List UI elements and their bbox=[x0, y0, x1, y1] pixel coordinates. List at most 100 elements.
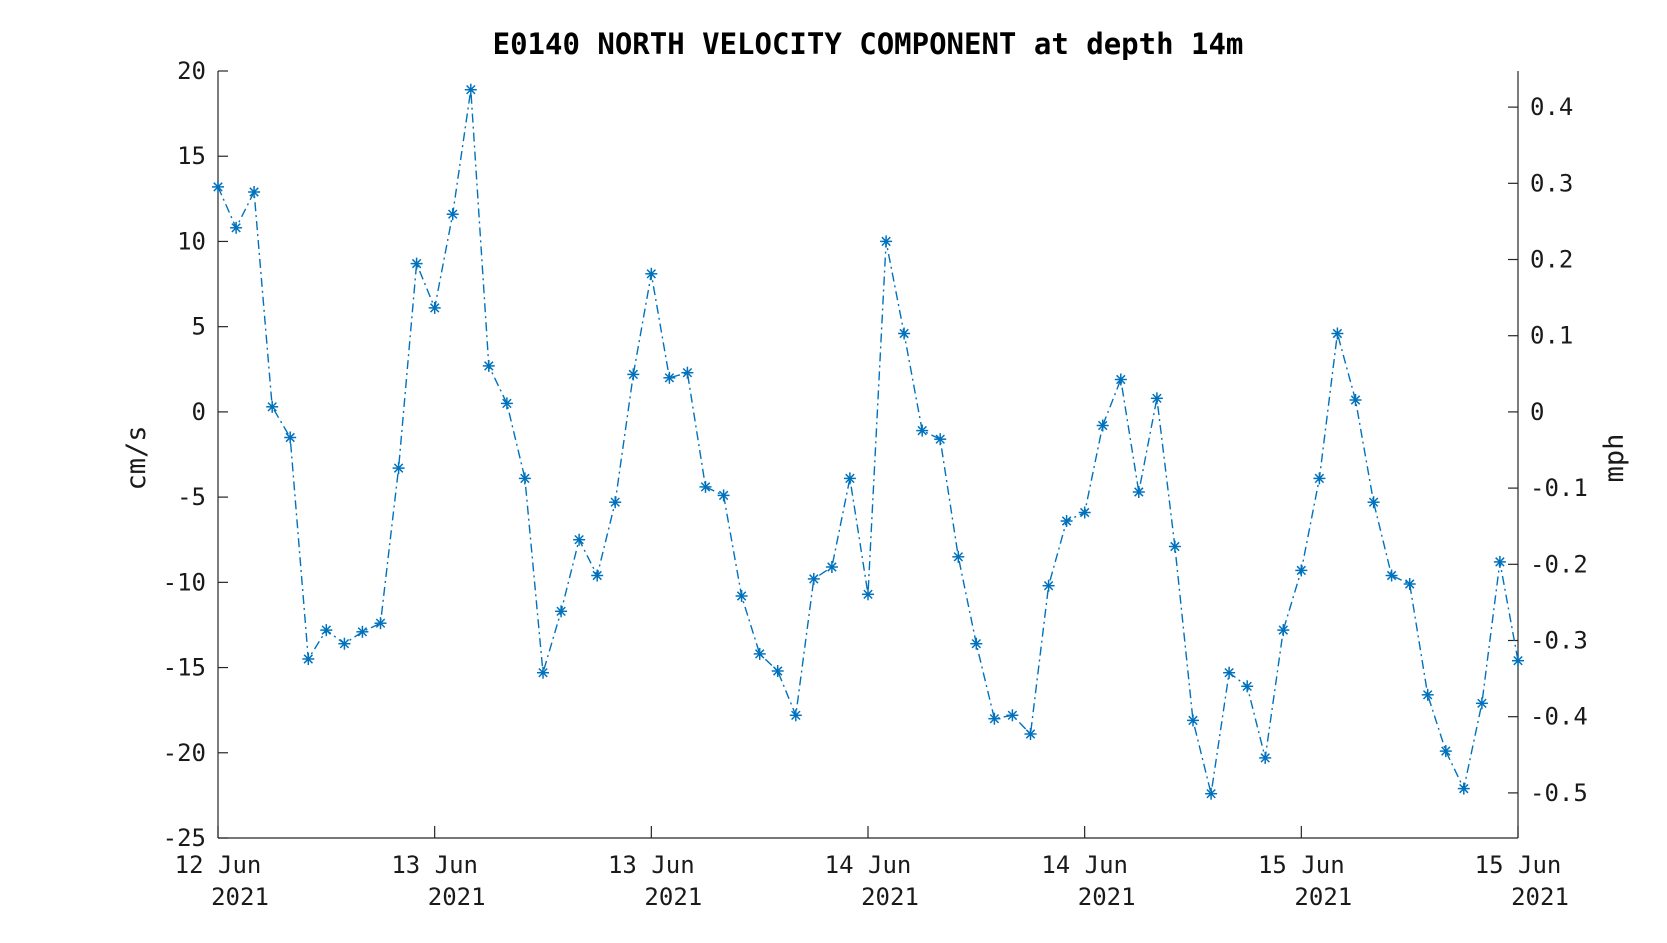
y2-tick-label: 0.4 bbox=[1530, 93, 1573, 121]
data-point-stroke bbox=[1314, 473, 1325, 484]
x-tick-label-year: 2021 bbox=[1511, 883, 1569, 911]
data-point-stroke bbox=[1260, 753, 1270, 763]
data-point bbox=[952, 550, 965, 563]
data-point-stroke bbox=[989, 713, 1000, 724]
data-point bbox=[320, 624, 333, 637]
data-point-stroke bbox=[700, 482, 711, 492]
data-point bbox=[1313, 472, 1326, 485]
y-tick-label: -10 bbox=[163, 568, 206, 596]
x-tick-label-date: 13 Jun bbox=[391, 851, 478, 879]
data-point bbox=[1150, 392, 1163, 405]
data-point-stroke bbox=[1206, 788, 1216, 799]
data-point bbox=[862, 588, 874, 601]
data-point bbox=[1078, 506, 1091, 519]
data-point bbox=[843, 472, 856, 485]
y-tick-label: 10 bbox=[177, 227, 206, 255]
data-point-stroke bbox=[538, 667, 548, 678]
data-point-stroke bbox=[682, 367, 693, 378]
data-point-stroke bbox=[1513, 655, 1523, 666]
data-point-stroke bbox=[1043, 580, 1054, 591]
y2-tick-label: 0 bbox=[1530, 398, 1544, 426]
data-point-stroke bbox=[736, 591, 747, 601]
y2-tick-label: 0.2 bbox=[1530, 246, 1573, 274]
x-tick-label-date: 13 Jun bbox=[608, 851, 695, 879]
data-point-stroke bbox=[375, 618, 386, 628]
y2-tick-label: 0.1 bbox=[1530, 322, 1573, 350]
x-tick-label-date: 14 Jun bbox=[825, 851, 912, 879]
data-point-stroke bbox=[718, 490, 729, 501]
y-tick-label: -20 bbox=[163, 739, 206, 767]
data-point bbox=[1223, 666, 1236, 679]
data-point-stroke bbox=[809, 574, 819, 584]
data-point-stroke bbox=[321, 625, 332, 635]
y-tick-label: -15 bbox=[163, 654, 206, 682]
data-point-stroke bbox=[1477, 698, 1487, 709]
data-point bbox=[1024, 728, 1037, 740]
data-point bbox=[284, 431, 297, 444]
data-point-stroke bbox=[791, 710, 801, 721]
data-point bbox=[1475, 697, 1488, 710]
data-point bbox=[555, 605, 568, 618]
data-point bbox=[1114, 373, 1127, 386]
data-point-stroke bbox=[249, 187, 259, 197]
x-tick-label-year: 2021 bbox=[1294, 883, 1352, 911]
data-point bbox=[428, 301, 441, 314]
data-point-stroke bbox=[881, 236, 891, 247]
data-point bbox=[1439, 745, 1452, 758]
data-point bbox=[1295, 564, 1308, 577]
data-point bbox=[500, 397, 513, 410]
data-point bbox=[1060, 515, 1073, 527]
y2-tick-label: -0.5 bbox=[1530, 779, 1588, 807]
y2-axis-label: mph bbox=[1599, 434, 1630, 483]
data-point bbox=[518, 472, 531, 485]
data-point-stroke bbox=[953, 552, 964, 562]
data-point bbox=[392, 462, 405, 475]
data-point-stroke bbox=[213, 182, 223, 192]
chart-title: E0140 NORTH VELOCITY COMPONENT at depth … bbox=[493, 27, 1244, 61]
data-point bbox=[717, 489, 730, 502]
data-point bbox=[1006, 709, 1019, 722]
data-point-stroke bbox=[1332, 328, 1343, 339]
data-point bbox=[916, 424, 929, 437]
data-point-stroke bbox=[1368, 497, 1379, 507]
data-point-stroke bbox=[1097, 420, 1108, 431]
data-point-stroke bbox=[285, 432, 295, 443]
data-point bbox=[591, 569, 604, 582]
data-point-stroke bbox=[1386, 570, 1397, 581]
data-point bbox=[248, 186, 261, 198]
data-point bbox=[1403, 578, 1416, 590]
y-tick-label: -5 bbox=[177, 483, 206, 511]
data-point bbox=[1042, 579, 1055, 592]
data-point bbox=[410, 257, 423, 270]
data-point-stroke bbox=[1296, 565, 1307, 576]
data-point bbox=[663, 371, 676, 384]
data-point bbox=[880, 235, 893, 248]
data-point-stroke bbox=[1134, 487, 1144, 497]
data-point bbox=[898, 327, 911, 340]
data-point-stroke bbox=[1025, 729, 1036, 739]
data-point bbox=[266, 400, 279, 413]
data-point-stroke bbox=[1242, 681, 1252, 692]
data-point bbox=[573, 533, 586, 546]
data-point bbox=[1493, 555, 1506, 568]
data-point-stroke bbox=[664, 373, 675, 383]
data-point-stroke bbox=[1495, 557, 1505, 567]
data-point-stroke bbox=[827, 562, 837, 572]
data-point-stroke bbox=[1188, 715, 1198, 726]
data-point bbox=[1277, 624, 1290, 637]
data-point-stroke bbox=[1152, 393, 1162, 404]
data-point bbox=[699, 480, 712, 493]
data-point-stroke bbox=[411, 258, 422, 269]
data-point-stroke bbox=[592, 570, 602, 581]
y2-tick-label: -0.4 bbox=[1530, 703, 1588, 731]
data-point bbox=[988, 712, 1001, 725]
data-point bbox=[1096, 419, 1109, 432]
data-point bbox=[807, 572, 820, 585]
data-point-stroke bbox=[610, 497, 620, 507]
y-tick-label: 0 bbox=[192, 398, 206, 426]
data-point-stroke bbox=[628, 369, 639, 380]
data-point bbox=[212, 180, 224, 193]
data-point bbox=[1187, 714, 1199, 727]
data-point-stroke bbox=[556, 606, 566, 617]
